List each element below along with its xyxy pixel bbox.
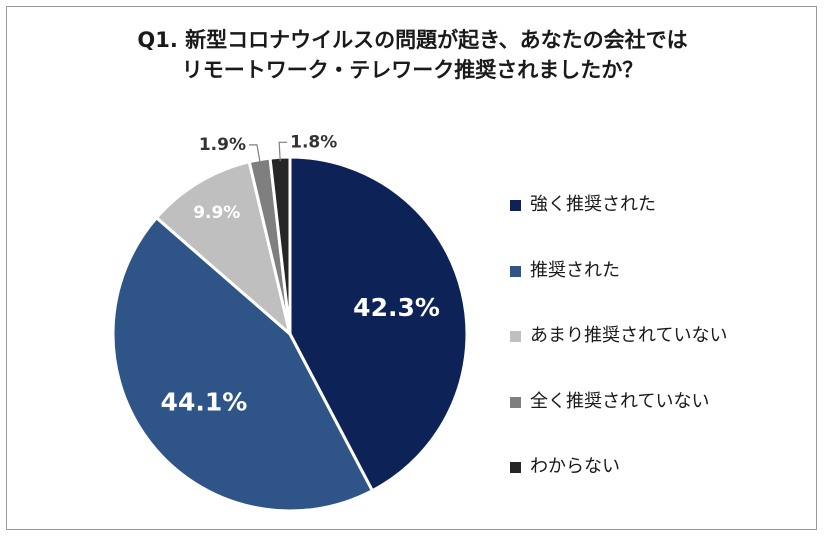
legend-swatch xyxy=(510,462,521,473)
legend-label: 強く推奨された xyxy=(530,194,656,215)
legend-item-recommended: 推奨された xyxy=(510,258,727,324)
data-label-dont-know: 1.8% xyxy=(290,132,337,152)
legend-label: 全く推奨されていない xyxy=(530,390,710,412)
legend-label: わからない xyxy=(530,456,620,477)
chart-title: Q1. 新型コロナウイルスの問題が起き、あなたの会社では リモートワーク・テレワ… xyxy=(7,25,818,85)
legend-item-not-recommended-at-all: 全く推奨されていない xyxy=(510,389,727,455)
data-label-strongly-recommended: 42.3% xyxy=(353,293,440,322)
legend-item-not-really-recommended: あまり推奨されていない xyxy=(510,323,727,389)
legend-swatch xyxy=(510,396,521,408)
chart-title-line-1: Q1. 新型コロナウイルスの問題が起き、あなたの会社では xyxy=(137,28,688,52)
data-label-not-really-recommended: 9.9% xyxy=(193,203,240,223)
data-label-recommended: 44.1% xyxy=(161,388,248,417)
pie-slice-strongly-recommended xyxy=(288,155,469,493)
legend-swatch xyxy=(510,265,521,277)
leader-line-not-recommended-at-all xyxy=(248,144,261,164)
legend-label: 推奨された xyxy=(530,259,620,281)
legend-label: あまり推奨されていない xyxy=(530,325,728,346)
pie-slice-not-really-recommended xyxy=(154,160,292,336)
chart-title-line-2: リモートワーク・テレワーク推奨されましたか？ xyxy=(181,58,644,82)
legend-item-dont-know: わからない xyxy=(510,454,727,520)
legend-swatch xyxy=(510,331,521,342)
legend-item-strongly-recommended: 強く推奨された xyxy=(510,192,727,258)
leader-line-dont-know xyxy=(278,141,288,162)
data-label-not-recommended-at-all: 1.9% xyxy=(199,135,246,155)
pie-slice-recommended xyxy=(111,216,374,513)
legend: 強く推奨された 推奨された あまり推奨されていない 全く推奨されていない わから… xyxy=(510,192,727,520)
legend-swatch xyxy=(510,200,521,211)
